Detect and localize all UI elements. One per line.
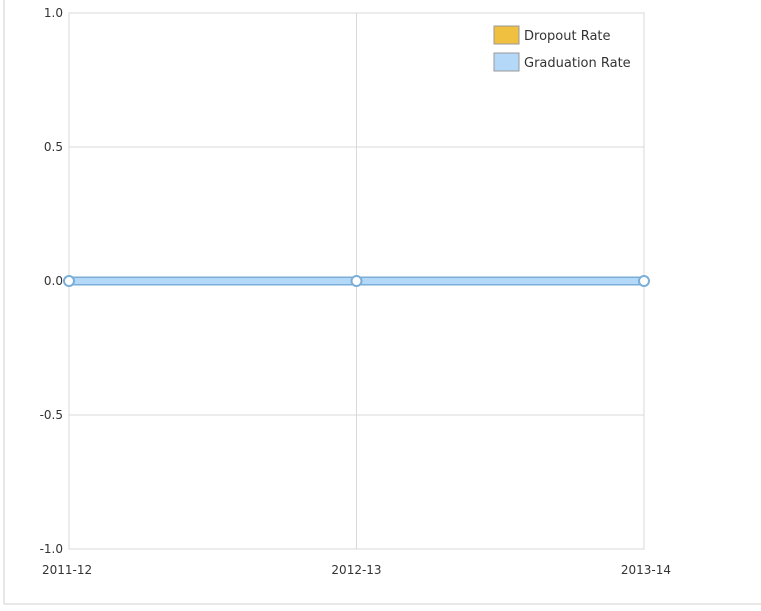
y-tick-label: 0.5 (44, 140, 63, 154)
legend-swatch (493, 52, 520, 72)
legend-label: Graduation Rate (524, 56, 631, 71)
y-tick-label: -1.0 (40, 542, 63, 556)
y-tick-label: 0.0 (44, 274, 63, 288)
x-tick-label: 2013-14 (621, 563, 671, 577)
x-tick-label: 2012-13 (331, 563, 381, 577)
y-tick-label: 1.0 (44, 6, 63, 20)
data-point[interactable] (350, 275, 363, 287)
x-tick-label: 2011-12 (42, 563, 92, 577)
y-tick-label: -0.5 (40, 408, 63, 422)
legend-swatch (493, 25, 520, 45)
data-point[interactable] (63, 275, 75, 287)
legend-label: Dropout Rate (524, 29, 611, 44)
data-point[interactable] (638, 275, 650, 287)
